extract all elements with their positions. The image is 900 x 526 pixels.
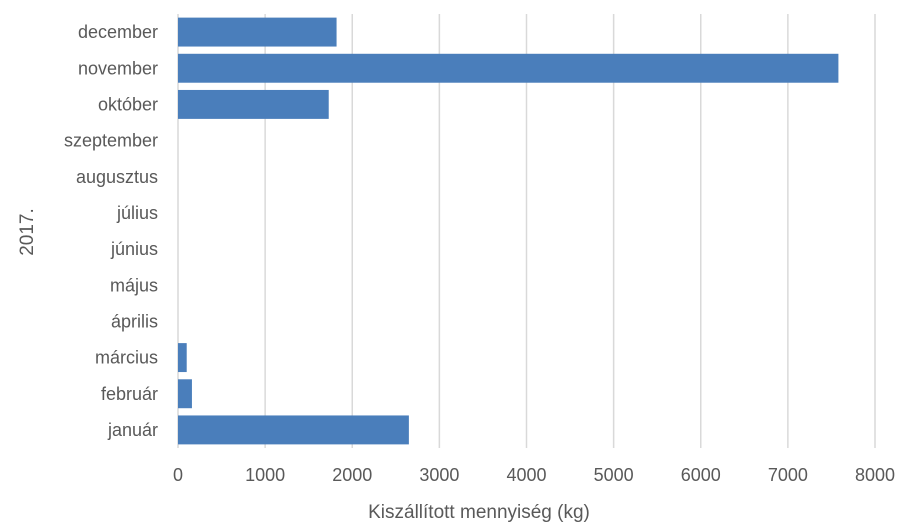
x-tick-label: 3000: [419, 465, 459, 485]
gridlines: [177, 14, 876, 448]
x-tick-labels: 0 1000 2000 3000 4000 5000 6000 7000 8000: [173, 465, 895, 485]
category-label: július: [116, 203, 158, 223]
category-label: április: [111, 311, 158, 331]
bar-február: [178, 379, 192, 409]
bar-január: [178, 415, 409, 445]
x-tick-label: 2000: [332, 465, 372, 485]
category-label: augusztus: [76, 167, 158, 187]
category-label: február: [101, 384, 158, 404]
x-tick-label: 5000: [594, 465, 634, 485]
bar-november: [178, 53, 839, 83]
x-tick-label: 7000: [768, 465, 808, 485]
bar-december: [178, 17, 337, 47]
x-tick-label: 1000: [245, 465, 285, 485]
category-label: március: [95, 348, 158, 368]
group-label: 2017.: [17, 208, 38, 256]
category-label: június: [110, 239, 158, 259]
category-labels: január február március április május június jú…: [64, 22, 158, 440]
category-label: május: [110, 275, 158, 295]
category-label: szeptember: [64, 131, 158, 151]
category-label: október: [98, 94, 158, 114]
x-tick-label: 0: [173, 465, 183, 485]
bar-október: [178, 89, 329, 119]
x-axis-title: Kiszállított mennyiség (kg): [368, 502, 590, 523]
category-label: január: [107, 420, 158, 440]
x-tick-label: 8000: [855, 465, 895, 485]
category-label: november: [78, 58, 158, 78]
bars: [178, 17, 839, 445]
x-tick-label: 6000: [681, 465, 721, 485]
category-label: december: [78, 22, 158, 42]
bar-március: [178, 343, 187, 373]
x-tick-label: 4000: [506, 465, 546, 485]
